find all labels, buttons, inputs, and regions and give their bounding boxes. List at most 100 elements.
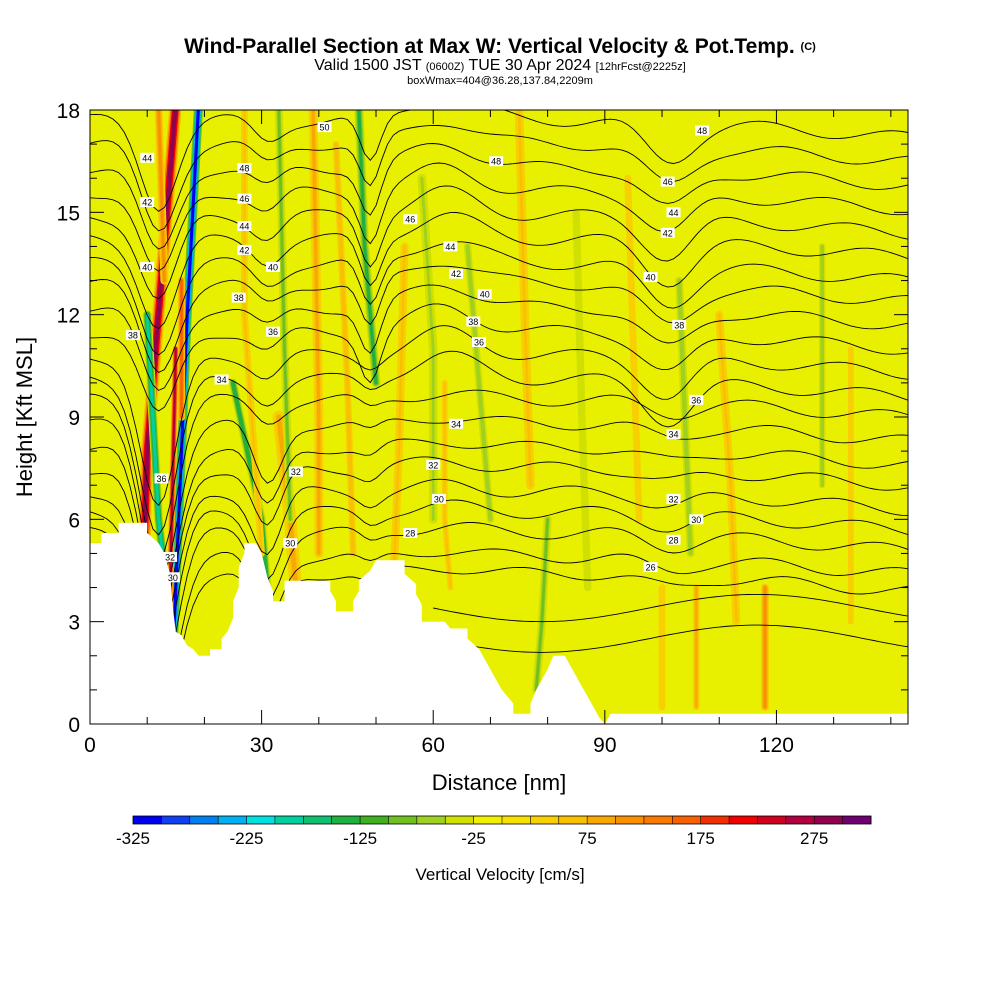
contour-label: 28 — [405, 529, 415, 539]
plot-background — [90, 110, 908, 724]
valid-prefix: Valid 1500 JST — [314, 57, 422, 74]
contour-label: 48 — [491, 157, 501, 167]
contour-label: 42 — [142, 198, 152, 208]
box-info: boxWmax=404@36.28,137.84,2209m — [407, 75, 593, 87]
copyright-mark: (C) — [800, 41, 816, 53]
colorbar-swatch — [445, 816, 475, 824]
colorbar: -325 -225 -125 -25 75 175 275 — [116, 815, 872, 848]
contour-label: 42 — [663, 228, 673, 238]
velocity-band — [574, 211, 589, 589]
theta-contour — [90, 124, 908, 232]
velocity-band — [357, 110, 378, 385]
contour-label: 40 — [480, 290, 490, 300]
contour-label: 40 — [268, 262, 278, 272]
contour-label: 30 — [168, 573, 178, 583]
contour-label: 32 — [291, 467, 301, 477]
contour-label-bg — [449, 268, 464, 279]
contour-label: 34 — [668, 430, 678, 440]
contour-label: 32 — [428, 460, 438, 470]
contour-label: 34 — [217, 375, 227, 385]
valid-time-line: Valid 1500 JST (0600Z) TUE 30 Apr 2024 [… — [0, 58, 1000, 75]
colorbar-swatch — [133, 816, 162, 824]
contour-label: 26 — [646, 563, 656, 573]
x-tick-label: 120 — [759, 734, 794, 757]
contour-label-bg — [403, 528, 418, 538]
contour-label: 44 — [445, 242, 455, 252]
colorbar-swatch — [274, 816, 304, 824]
colorbar-swatch — [700, 816, 730, 824]
colorbar-tick-label: -25 — [461, 829, 486, 848]
y-tick-label: 0 — [68, 714, 80, 737]
velocity-band — [391, 245, 406, 589]
contour-label: 48 — [697, 126, 707, 136]
colorbar-swatch — [189, 816, 219, 824]
contour-label-bg — [431, 493, 446, 504]
contour-label-bg — [689, 394, 704, 405]
contour-label-bg — [660, 227, 675, 238]
contour-label-bg — [666, 534, 681, 545]
contour-label-bg — [231, 292, 246, 303]
y-tick-label: 18 — [57, 100, 80, 123]
contour-label-bg — [666, 429, 681, 440]
contour-label-bg — [472, 337, 486, 347]
theta-contour — [90, 478, 908, 642]
colorbar-tick-label: 75 — [578, 829, 597, 848]
theta-contour — [90, 438, 908, 601]
contour-label-bg — [140, 152, 155, 163]
contour-label: 36 — [474, 338, 484, 348]
contour-label: 40 — [142, 262, 152, 272]
contour-label-bg — [163, 551, 178, 562]
x-tick-label: 30 — [250, 734, 273, 757]
contour-label: 50 — [319, 123, 329, 133]
contour-label: 38 — [234, 293, 244, 303]
contour-label-bg — [666, 493, 681, 504]
colorbar-swatch — [246, 816, 276, 824]
contour-label: 32 — [165, 552, 175, 562]
contour-label: 46 — [663, 177, 673, 187]
y-axis-label: Height [Kft MSL] — [12, 337, 37, 497]
x-tick-label: 60 — [422, 734, 445, 757]
chart-title-main: Wind-Parallel Section at Max W: Vertical… — [184, 35, 795, 58]
contour-labels: 26 28 28 30 30 30 30 32 32 32 32 34 34 34 36 36 36 36 38 38… — [125, 122, 710, 583]
contour-label: 30 — [285, 539, 295, 549]
colorbar-swatch — [502, 816, 531, 824]
theta-contour — [90, 185, 908, 300]
velocity-band — [277, 110, 292, 521]
colorbar-swatch — [587, 816, 617, 824]
y-tick-label: 6 — [68, 509, 80, 532]
contour-label-bg — [643, 272, 658, 283]
colorbar-swatch — [530, 816, 560, 824]
y-tick-label: 9 — [68, 407, 80, 430]
colorbar-tick-label: 275 — [800, 829, 828, 848]
colorbar-swatch — [331, 816, 361, 824]
contour-label-bg — [237, 244, 252, 255]
colorbar-swatch — [814, 816, 844, 824]
theta-contour — [90, 389, 908, 561]
colorbar-swatch — [842, 816, 872, 824]
contour-label: 44 — [668, 208, 678, 218]
plot-area: 26 28 28 30 30 30 30 32 32 32 32 34 34 34 36 36 36 36 38 38… — [90, 110, 908, 724]
theta-contour — [90, 325, 908, 507]
contour-label: 40 — [646, 273, 656, 283]
contour-label-bg — [154, 473, 169, 484]
contour-label: 44 — [239, 222, 249, 232]
contour-label: 30 — [434, 494, 444, 504]
colorbar-swatch — [360, 816, 389, 824]
colorbar-swatch — [785, 816, 815, 824]
valid-utc: (0600Z) — [425, 61, 465, 73]
theta-contour — [90, 415, 908, 583]
contour-label-bg — [288, 466, 303, 477]
velocity-band — [517, 110, 532, 487]
contour-label: 38 — [674, 320, 684, 330]
colorbar-swatch — [558, 816, 588, 824]
contour-label: 46 — [405, 215, 415, 225]
contour-label-bg — [695, 125, 710, 136]
valid-date: TUE 30 Apr 2024 — [468, 57, 592, 74]
contour-label-bg — [165, 572, 180, 583]
theta-contour — [90, 212, 908, 329]
contour-label-bg — [449, 418, 464, 429]
x-tick-label: 90 — [593, 734, 616, 757]
contour-label-bg — [660, 176, 675, 187]
